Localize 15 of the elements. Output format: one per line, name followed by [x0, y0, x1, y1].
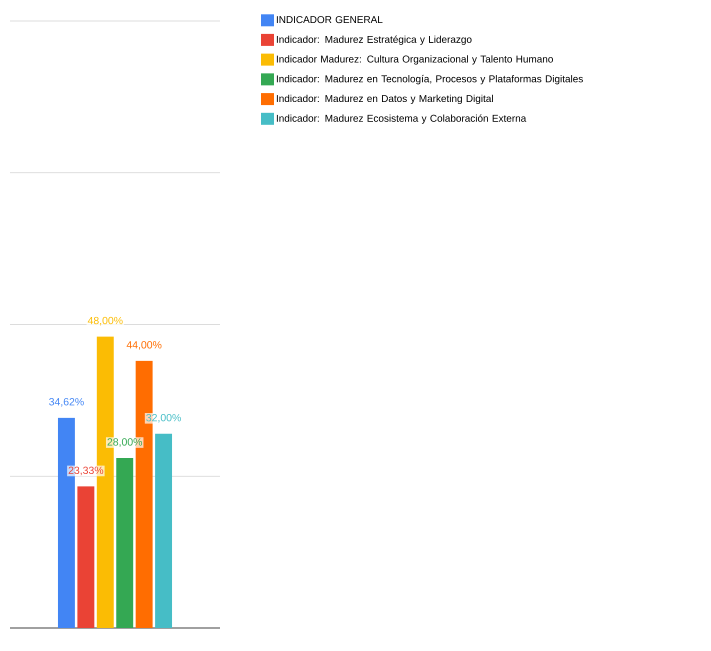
legend-label: Indicador: Madurez en Datos y Marketing Digital — [276, 94, 493, 104]
legend-label: Indicador: Madurez Estratégica y Liderazgo — [276, 35, 472, 45]
data-label: 44,00% — [126, 341, 162, 350]
legend-label: INDICADOR GENERAL — [276, 16, 382, 24]
data-label: 28,00% — [108, 438, 142, 447]
data-label: 34,62% — [49, 398, 84, 407]
data-label: 23,33% — [68, 466, 104, 476]
data-label: 48,00% — [88, 316, 123, 326]
bar — [155, 434, 172, 628]
bar — [77, 486, 94, 628]
bar — [116, 458, 134, 628]
legend-label: Indicador: Madurez Ecosistema y Colaboración Externa — [276, 114, 526, 124]
data-label: 32,00% — [146, 414, 181, 423]
legend-label: Indicador: Madurez en Tecnología, Procesos y Plataformas Digitales — [276, 74, 583, 84]
legend-label: Indicador Madurez: Cultura Organizacional y Talento Humano — [276, 55, 553, 65]
